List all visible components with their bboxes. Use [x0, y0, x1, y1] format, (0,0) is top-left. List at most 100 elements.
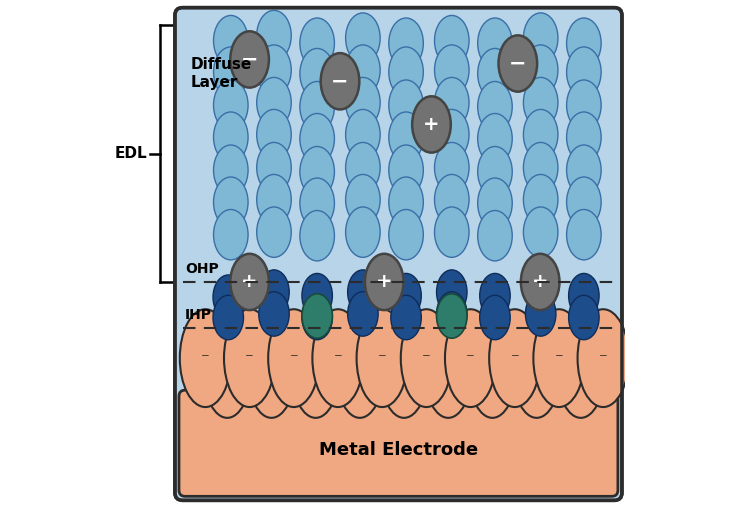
Text: −: −: [488, 368, 496, 378]
Ellipse shape: [345, 13, 380, 64]
Text: +: +: [376, 272, 393, 292]
Text: −: −: [356, 368, 364, 378]
Ellipse shape: [401, 309, 452, 407]
Ellipse shape: [389, 177, 423, 228]
Ellipse shape: [523, 109, 558, 160]
Ellipse shape: [302, 273, 333, 318]
Ellipse shape: [434, 45, 469, 96]
Ellipse shape: [478, 81, 512, 132]
Ellipse shape: [356, 309, 408, 407]
Ellipse shape: [523, 207, 558, 258]
Ellipse shape: [389, 112, 423, 163]
Ellipse shape: [348, 270, 378, 314]
Text: −: −: [268, 368, 276, 378]
Ellipse shape: [567, 177, 601, 228]
Ellipse shape: [525, 292, 556, 336]
Ellipse shape: [514, 329, 559, 418]
Ellipse shape: [436, 292, 467, 336]
Ellipse shape: [567, 80, 601, 131]
Ellipse shape: [521, 254, 559, 310]
FancyBboxPatch shape: [175, 8, 622, 500]
Ellipse shape: [268, 309, 319, 407]
Ellipse shape: [523, 45, 558, 96]
Ellipse shape: [180, 309, 231, 407]
Ellipse shape: [567, 18, 601, 69]
Ellipse shape: [302, 294, 333, 338]
Ellipse shape: [425, 329, 471, 418]
Ellipse shape: [256, 174, 291, 225]
Text: −: −: [311, 368, 319, 378]
Ellipse shape: [523, 142, 558, 193]
Text: −: −: [422, 351, 431, 361]
Ellipse shape: [436, 270, 467, 314]
Text: +: +: [423, 115, 439, 134]
Ellipse shape: [478, 210, 512, 261]
Ellipse shape: [381, 329, 428, 418]
Text: −: −: [509, 53, 527, 74]
Ellipse shape: [213, 145, 248, 196]
Ellipse shape: [213, 295, 244, 340]
Ellipse shape: [489, 309, 540, 407]
Ellipse shape: [478, 146, 512, 197]
Text: −: −: [378, 351, 387, 361]
Text: EDL: EDL: [114, 146, 147, 161]
Ellipse shape: [391, 295, 422, 340]
Ellipse shape: [389, 145, 423, 196]
Ellipse shape: [568, 273, 599, 318]
Ellipse shape: [313, 309, 364, 407]
Ellipse shape: [345, 77, 380, 128]
Ellipse shape: [567, 145, 601, 196]
Text: −: −: [241, 49, 259, 70]
Text: −: −: [331, 71, 349, 91]
Text: −: −: [576, 368, 585, 378]
Ellipse shape: [224, 309, 275, 407]
Ellipse shape: [478, 113, 512, 164]
Ellipse shape: [213, 112, 248, 163]
Ellipse shape: [300, 18, 334, 69]
Ellipse shape: [213, 275, 244, 320]
Ellipse shape: [213, 177, 248, 228]
Ellipse shape: [213, 209, 248, 260]
Text: −: −: [511, 351, 519, 361]
Ellipse shape: [412, 97, 451, 152]
Ellipse shape: [336, 329, 383, 418]
Text: −: −: [290, 351, 298, 361]
Ellipse shape: [389, 18, 423, 69]
Ellipse shape: [345, 174, 380, 225]
Text: IHP: IHP: [185, 307, 212, 322]
Ellipse shape: [434, 142, 469, 193]
Ellipse shape: [577, 309, 629, 407]
Ellipse shape: [445, 309, 496, 407]
Ellipse shape: [256, 45, 291, 96]
Text: −: −: [533, 368, 541, 378]
Ellipse shape: [213, 15, 248, 66]
Ellipse shape: [479, 273, 511, 318]
Text: −: −: [444, 368, 452, 378]
Ellipse shape: [525, 270, 556, 314]
Ellipse shape: [391, 273, 422, 318]
Ellipse shape: [478, 18, 512, 69]
Ellipse shape: [478, 178, 512, 229]
Ellipse shape: [256, 109, 291, 160]
Ellipse shape: [523, 77, 558, 128]
Ellipse shape: [230, 254, 269, 310]
Ellipse shape: [321, 53, 359, 109]
Ellipse shape: [523, 13, 558, 64]
Ellipse shape: [259, 292, 289, 336]
Text: −: −: [245, 351, 254, 361]
Ellipse shape: [213, 80, 248, 131]
Text: −: −: [333, 351, 342, 361]
Ellipse shape: [568, 295, 599, 340]
Text: −: −: [599, 351, 608, 361]
Ellipse shape: [434, 174, 469, 225]
Ellipse shape: [434, 109, 469, 160]
Text: OHP: OHP: [185, 262, 219, 276]
Ellipse shape: [345, 45, 380, 96]
Text: +: +: [532, 272, 548, 292]
Ellipse shape: [300, 81, 334, 132]
Ellipse shape: [204, 329, 250, 418]
Ellipse shape: [345, 109, 380, 160]
Bar: [182, 396, 614, 493]
Ellipse shape: [479, 295, 511, 340]
Ellipse shape: [567, 47, 601, 98]
